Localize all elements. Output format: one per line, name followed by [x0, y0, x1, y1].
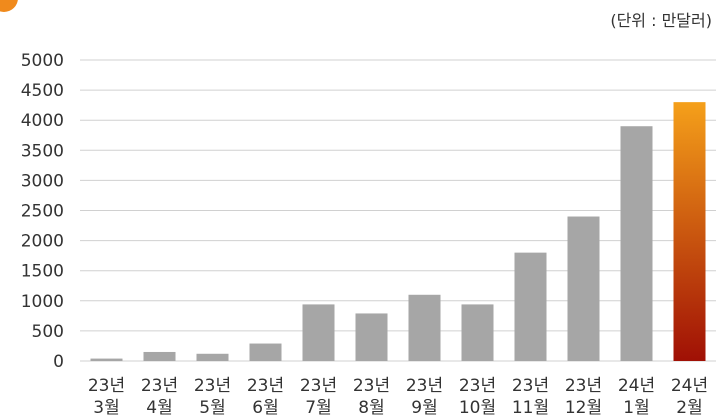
x-tick-label: 23년 11월: [512, 376, 549, 418]
bar: [355, 313, 388, 361]
x-tick-label: 23년 8월: [353, 376, 390, 418]
x-tick-label: 23년 12월: [565, 376, 602, 418]
bar-highlighted: [673, 102, 706, 361]
y-tick-label: 0: [53, 352, 64, 372]
bar: [461, 304, 494, 361]
y-tick-label: 2000: [21, 232, 64, 252]
y-tick-label: 2500: [21, 202, 64, 222]
x-tick-label: 23년 4월: [141, 376, 178, 418]
bar: [567, 216, 600, 361]
bar: [302, 304, 335, 361]
y-tick-label: 3000: [21, 171, 64, 191]
bar: [143, 351, 176, 361]
title-bullet-icon: [0, 0, 18, 12]
y-tick-label: 1500: [21, 262, 64, 282]
x-tick-label: 23년 10월: [459, 376, 496, 418]
bar: [620, 126, 653, 361]
x-tick-label: 23년 9월: [406, 376, 443, 418]
y-tick-label: 1000: [21, 292, 64, 312]
x-tick-label: 23년 5월: [194, 376, 231, 418]
y-tick-label: 5000: [21, 51, 64, 71]
bar: [514, 252, 547, 361]
y-tick-label: 500: [32, 322, 64, 342]
bar: [249, 343, 282, 361]
x-tick-label: 24년 2월: [671, 376, 708, 418]
x-tick-label: 24년 1월: [618, 376, 655, 418]
bar: [408, 294, 441, 361]
y-tick-label: 4000: [21, 111, 64, 131]
y-tick-label: 4500: [21, 81, 64, 101]
x-tick-label: 23년 7월: [300, 376, 337, 418]
y-axis: 0 500 1000 1500 2000 2500 3000 3500 4000 4500 5000: [21, 51, 64, 372]
x-tick-label: 23년 3월: [88, 376, 125, 418]
bar: [90, 358, 123, 361]
y-tick-label: 3500: [21, 141, 64, 161]
unit-label: (단위 : 만달러): [610, 11, 712, 30]
bars: [90, 102, 706, 361]
x-axis: 23년 3월 23년 4월 23년 5월 23년 6월 23년 7월 23년 8월 23년 9월 23년 10…: [88, 376, 708, 418]
x-tick-label: 23년 6월: [247, 376, 284, 418]
gridlines: [80, 59, 716, 362]
bar: [196, 353, 229, 361]
